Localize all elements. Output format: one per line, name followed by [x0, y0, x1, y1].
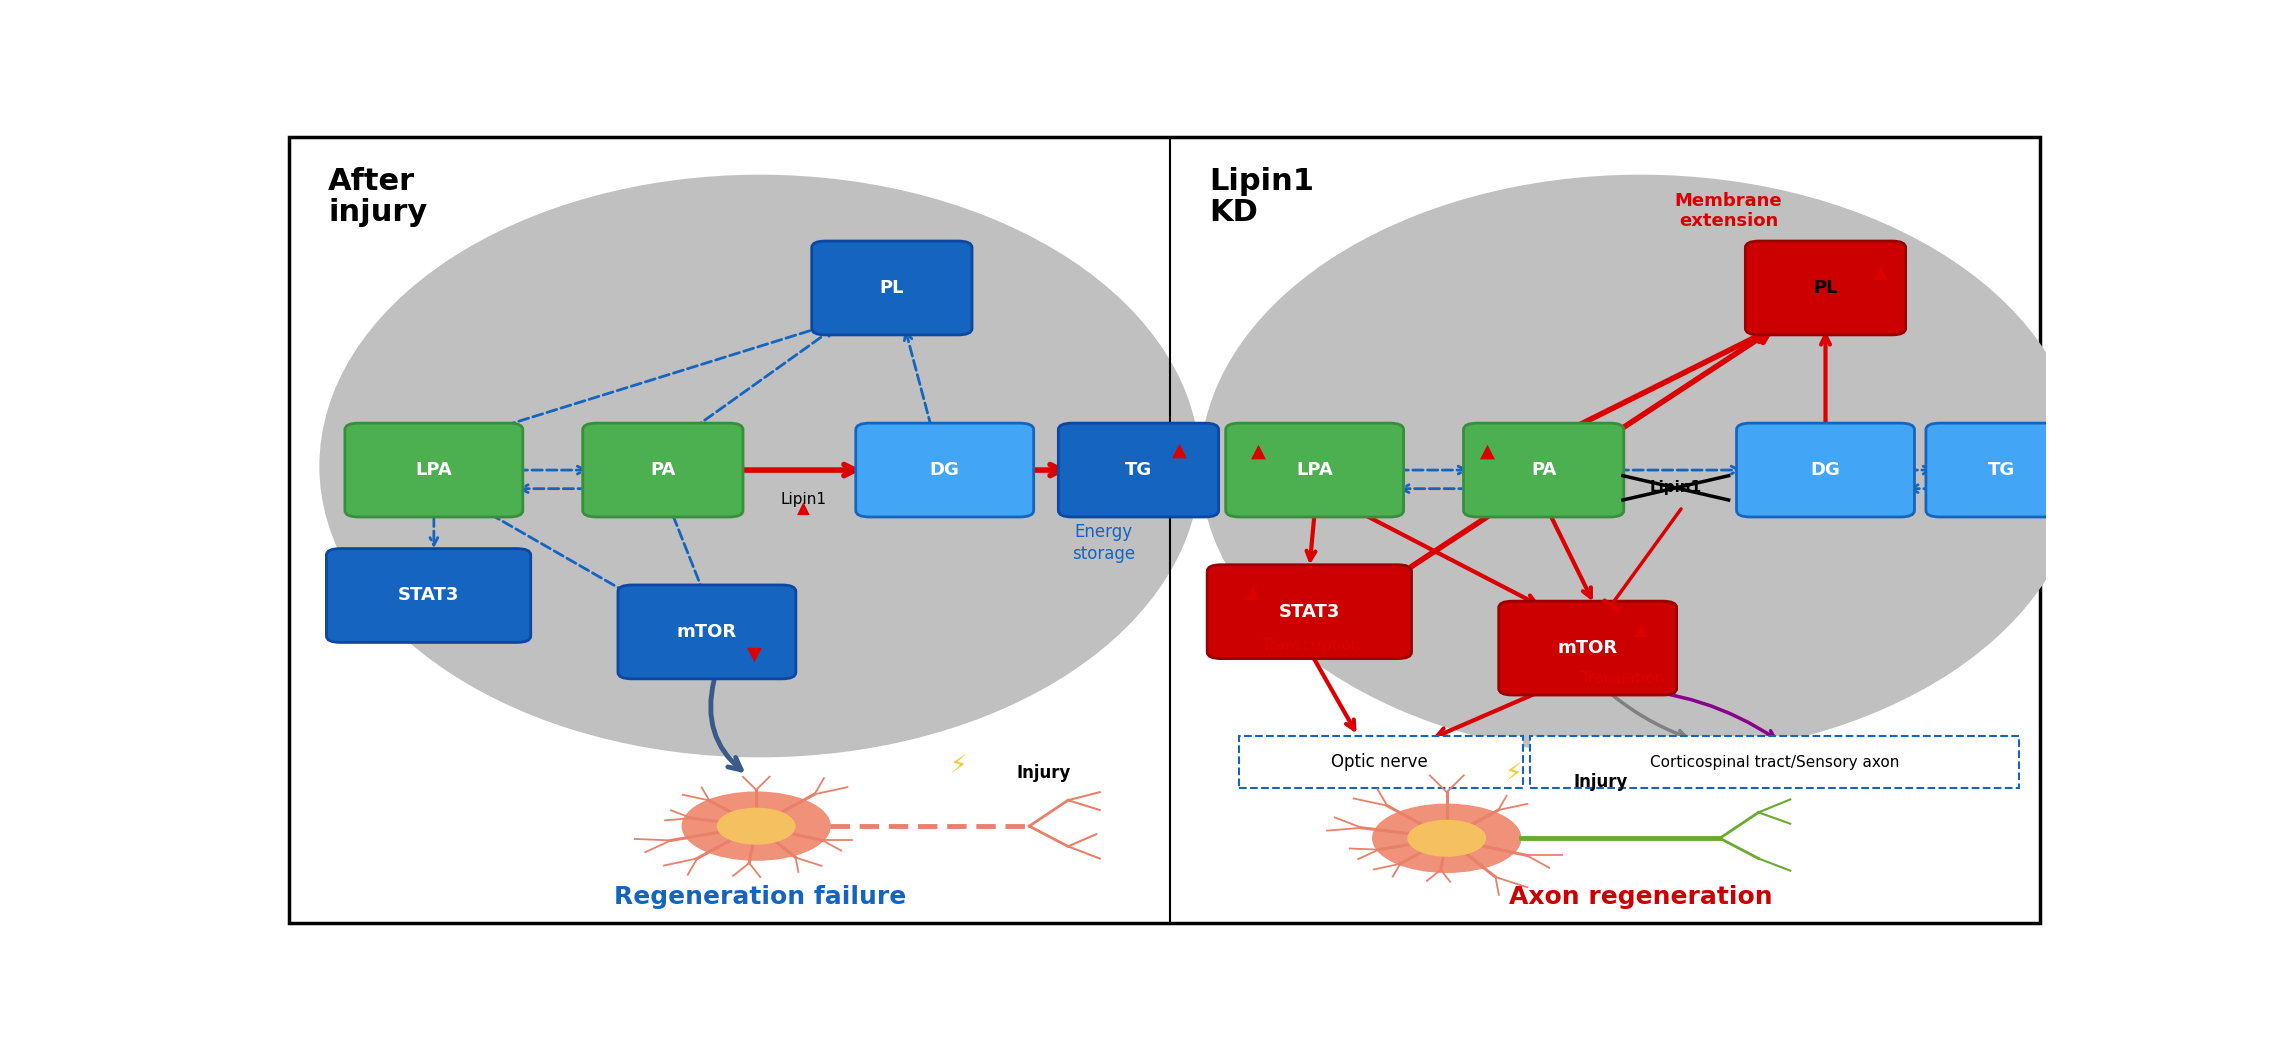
Text: Injury: Injury — [1573, 772, 1627, 790]
FancyBboxPatch shape — [1464, 424, 1623, 517]
Text: Optic nerve: Optic nerve — [1332, 754, 1427, 771]
Text: LPA: LPA — [1296, 461, 1332, 479]
Ellipse shape — [1200, 174, 2082, 758]
Text: mTOR: mTOR — [1557, 639, 1618, 657]
Circle shape — [1407, 821, 1487, 857]
Text: ▲: ▲ — [1171, 440, 1187, 459]
Text: Membrane
extension: Membrane extension — [1675, 191, 1782, 230]
Text: Axon regeneration: Axon regeneration — [1509, 886, 1773, 909]
Text: ▲: ▲ — [1480, 442, 1496, 461]
Text: PA: PA — [1532, 461, 1557, 479]
Text: Lipin1: Lipin1 — [1650, 480, 1702, 495]
Circle shape — [1373, 804, 1521, 872]
Text: ▼: ▼ — [748, 644, 761, 663]
FancyBboxPatch shape — [1207, 564, 1412, 659]
Text: Transcription: Transcription — [1262, 638, 1362, 653]
Text: LPA: LPA — [416, 461, 452, 479]
Text: ▲: ▲ — [1246, 584, 1259, 602]
Circle shape — [718, 808, 796, 844]
FancyBboxPatch shape — [345, 424, 523, 517]
Text: PA: PA — [650, 461, 675, 479]
Text: After
injury: After injury — [327, 167, 427, 227]
Ellipse shape — [318, 174, 1200, 758]
Text: ▲: ▲ — [1634, 620, 1648, 639]
FancyBboxPatch shape — [1498, 601, 1677, 695]
Text: ▲: ▲ — [1250, 442, 1266, 461]
FancyBboxPatch shape — [1239, 737, 1523, 788]
FancyBboxPatch shape — [582, 424, 743, 517]
Text: DG: DG — [930, 461, 959, 479]
Text: STAT3: STAT3 — [1280, 602, 1341, 621]
FancyBboxPatch shape — [327, 549, 532, 642]
Text: Translation: Translation — [1582, 671, 1664, 685]
Text: TG: TG — [1125, 461, 1152, 479]
FancyBboxPatch shape — [811, 241, 973, 335]
Text: Corticospinal tract/Sensory axon: Corticospinal tract/Sensory axon — [1650, 755, 1900, 769]
Text: TG: TG — [1989, 461, 2016, 479]
Text: Regeneration failure: Regeneration failure — [614, 886, 907, 909]
Text: Lipin1
KD: Lipin1 KD — [1209, 167, 1314, 227]
FancyBboxPatch shape — [1925, 424, 2078, 517]
Text: Injury: Injury — [1016, 764, 1071, 782]
FancyBboxPatch shape — [1225, 424, 1405, 517]
Text: PL: PL — [880, 279, 905, 297]
FancyBboxPatch shape — [618, 585, 796, 679]
FancyBboxPatch shape — [1530, 737, 2018, 788]
Text: Energy
storage: Energy storage — [1071, 522, 1134, 563]
FancyBboxPatch shape — [1737, 424, 1914, 517]
Text: STAT3: STAT3 — [398, 586, 459, 604]
Text: PL: PL — [1814, 279, 1839, 297]
Text: ⚡: ⚡ — [950, 755, 968, 779]
Text: Lipin1: Lipin1 — [782, 492, 827, 507]
FancyBboxPatch shape — [855, 424, 1034, 517]
FancyBboxPatch shape — [1059, 424, 1218, 517]
FancyBboxPatch shape — [1746, 241, 1905, 335]
Text: DG: DG — [1812, 461, 1841, 479]
Text: ▲: ▲ — [798, 500, 809, 518]
Text: ▲: ▲ — [1873, 263, 1887, 282]
Text: ⚡: ⚡ — [1505, 763, 1523, 786]
FancyBboxPatch shape — [289, 137, 2041, 923]
Circle shape — [682, 792, 830, 860]
Text: mTOR: mTOR — [677, 623, 736, 641]
